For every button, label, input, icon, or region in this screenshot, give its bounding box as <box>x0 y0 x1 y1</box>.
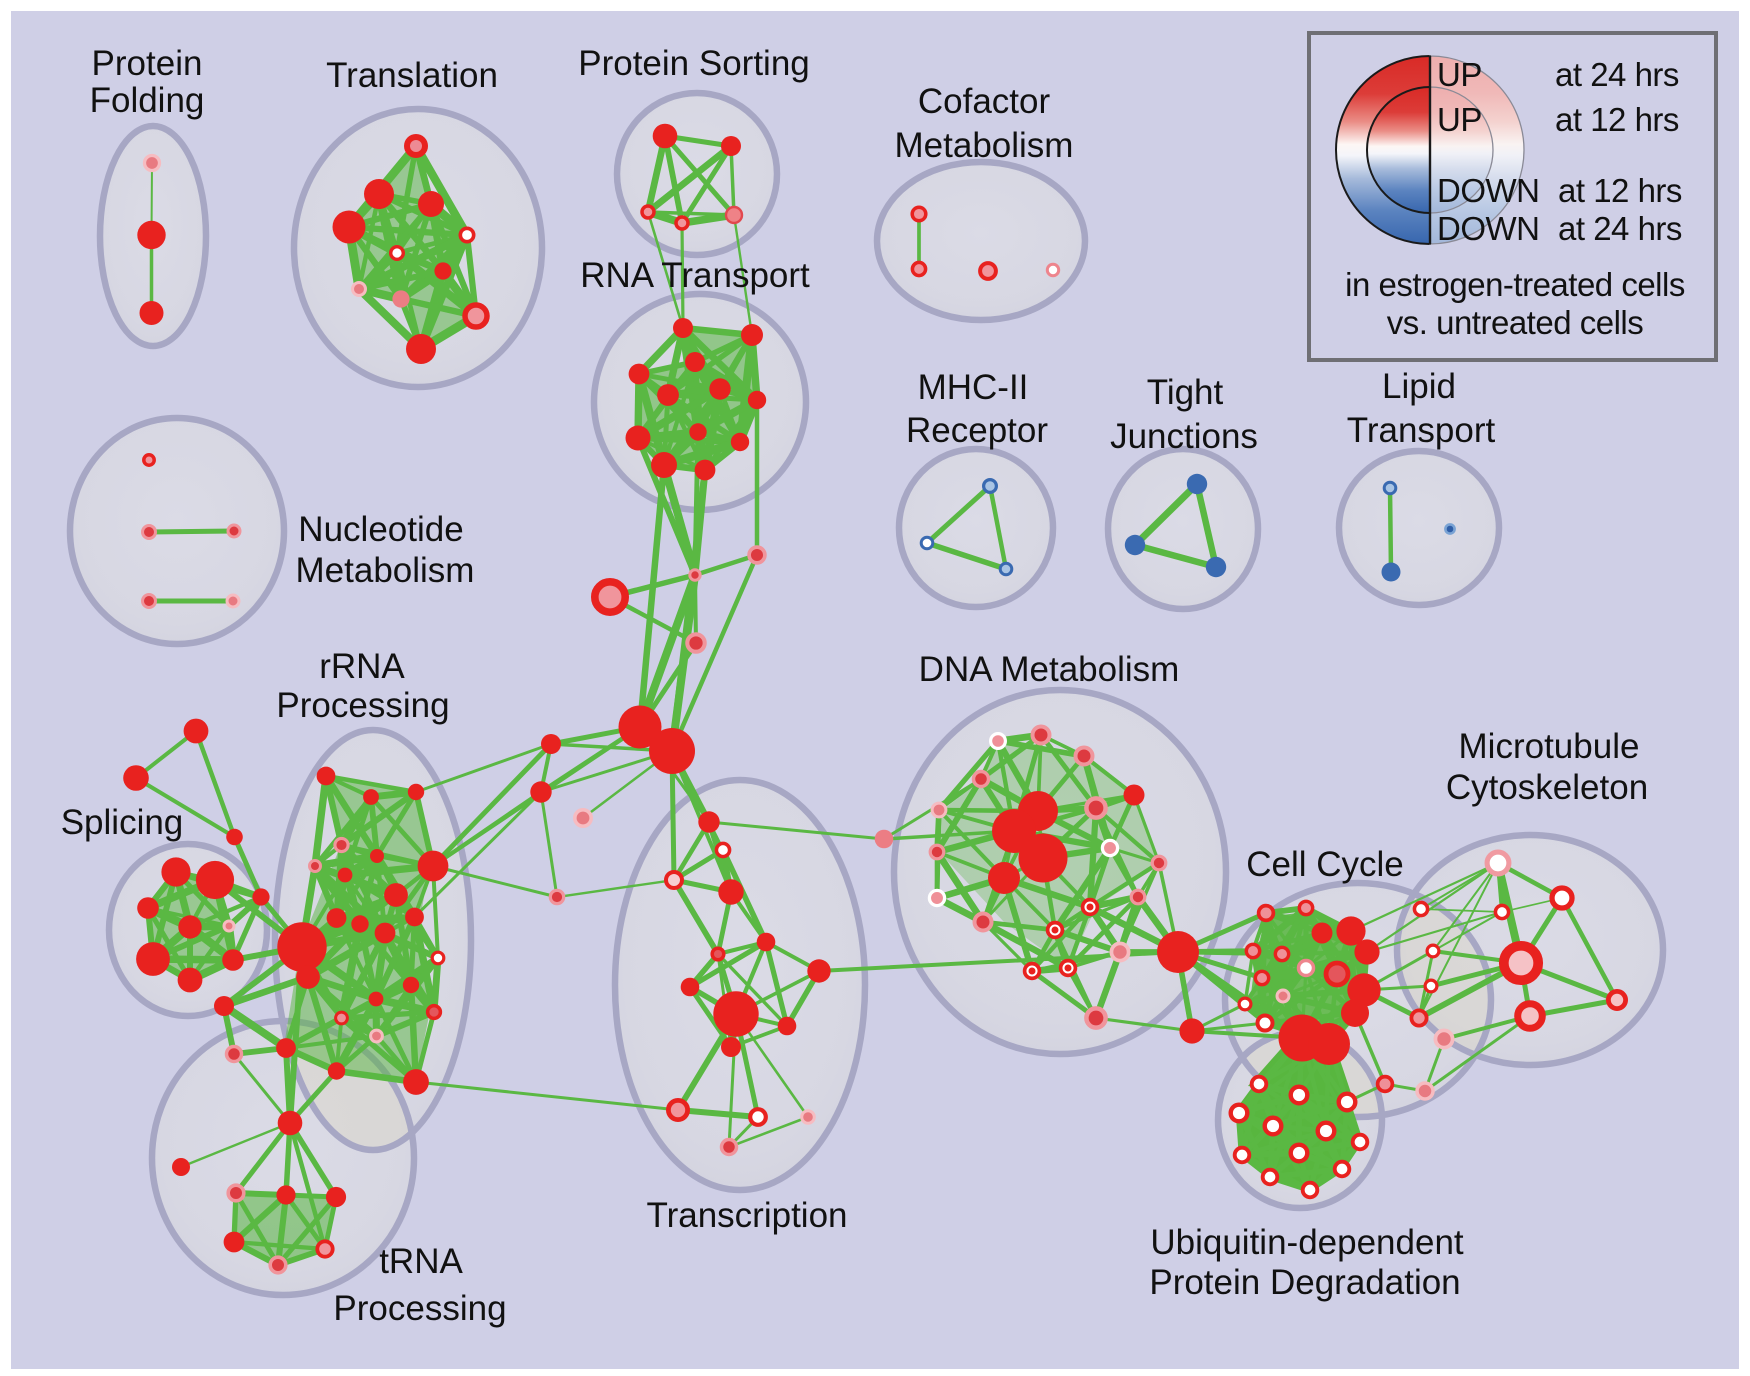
svg-text:UP: UP <box>1437 56 1482 93</box>
svg-text:Processing: Processing <box>276 686 449 725</box>
svg-text:Junctions: Junctions <box>1110 417 1258 456</box>
svg-text:Transcription: Transcription <box>647 1196 848 1235</box>
svg-text:Translation: Translation <box>326 56 498 95</box>
svg-text:Metabolism: Metabolism <box>895 126 1074 165</box>
svg-text:Splicing: Splicing <box>61 803 184 842</box>
svg-text:Protein Degradation: Protein Degradation <box>1149 1263 1460 1302</box>
svg-text:at 24 hrs: at 24 hrs <box>1555 56 1679 93</box>
svg-text:Receptor: Receptor <box>906 411 1048 450</box>
svg-text:DNA Metabolism: DNA Metabolism <box>919 650 1180 689</box>
svg-text:DOWN: DOWN <box>1437 210 1539 247</box>
svg-text:Cytoskeleton: Cytoskeleton <box>1446 768 1648 807</box>
svg-text:at 24 hrs: at 24 hrs <box>1558 210 1682 247</box>
svg-text:tRNA: tRNA <box>379 1242 463 1281</box>
svg-text:rRNA: rRNA <box>319 647 405 686</box>
svg-text:Ubiquitin-dependent: Ubiquitin-dependent <box>1150 1223 1464 1262</box>
svg-text:Microtubule: Microtubule <box>1459 727 1640 766</box>
svg-text:Lipid: Lipid <box>1382 367 1456 406</box>
svg-text:Cell Cycle: Cell Cycle <box>1246 845 1404 884</box>
svg-text:Processing: Processing <box>333 1289 506 1328</box>
svg-text:at 12 hrs: at 12 hrs <box>1558 172 1682 209</box>
svg-text:Nucleotide: Nucleotide <box>298 510 463 549</box>
svg-text:Tight: Tight <box>1147 373 1224 412</box>
svg-text:Folding: Folding <box>90 81 205 120</box>
svg-text:Cofactor: Cofactor <box>918 82 1051 121</box>
svg-text:vs. untreated cells: vs. untreated cells <box>1387 304 1643 341</box>
svg-text:Protein Sorting: Protein Sorting <box>578 44 810 83</box>
svg-text:UP: UP <box>1437 101 1482 138</box>
svg-text:at 12 hrs: at 12 hrs <box>1555 101 1679 138</box>
svg-text:in estrogen-treated cells: in estrogen-treated cells <box>1345 266 1685 303</box>
svg-text:MHC-II: MHC-II <box>918 368 1029 407</box>
svg-text:Metabolism: Metabolism <box>296 551 475 590</box>
svg-text:Protein: Protein <box>92 44 203 83</box>
svg-text:DOWN: DOWN <box>1437 172 1539 209</box>
svg-text:Transport: Transport <box>1347 411 1496 450</box>
svg-text:RNA Transport: RNA Transport <box>580 256 810 295</box>
